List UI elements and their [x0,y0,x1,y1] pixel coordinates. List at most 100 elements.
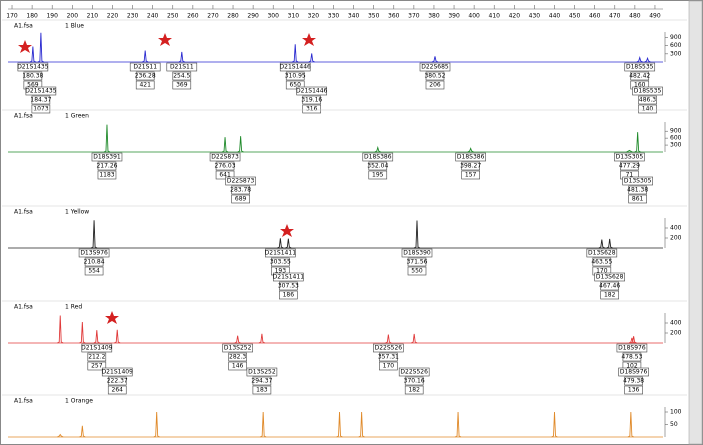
label-box [622,352,642,362]
panel-dye: 1 Blue [65,23,84,30]
label-box [271,257,290,267]
peak-label: 650 [289,82,301,89]
peak-label: 276.03 [215,163,236,170]
ruler-label: 480 [629,13,641,20]
ruler-label: 170 [6,13,18,20]
peak-label: D22S873 [227,178,255,185]
label-box [279,281,298,291]
label-box [614,152,645,162]
peak-label: 421 [139,82,151,89]
peak-label: D13S305 [616,154,644,161]
y-tick-label: 400 [670,320,682,327]
peak [410,333,418,344]
peak [29,46,37,63]
label-box [285,80,305,90]
peak-label: 550 [411,268,423,275]
label-box [25,86,57,96]
label-box [632,86,663,96]
peak [606,238,613,249]
peak-label: D21S1409 [81,345,113,352]
peak-label: D21S1411 [265,250,297,257]
peak-label: 182 [408,387,420,394]
star [280,224,294,237]
peak-label: D21S1446 [280,64,312,71]
panel-file: A1.fsa [14,209,33,216]
peak [385,334,392,344]
label-box [425,71,445,81]
ruler-label: 260 [187,13,199,20]
label-box [265,248,296,258]
peak-label: 206 [429,82,441,89]
scrollbar[interactable] [688,0,703,445]
peak-label: 282.3 [229,354,246,361]
peak [626,149,633,153]
label-box [135,80,155,90]
peak-label: 186 [283,292,295,299]
label-box [379,352,398,362]
peak [277,238,284,249]
ruler-label: 210 [87,13,99,20]
peak-label: 352.04 [367,163,388,170]
label-box [600,290,619,300]
ruler-label: 280 [227,13,239,20]
panel-dye: 1 Red [65,304,82,311]
ruler-label: 300 [267,13,279,20]
label-box [252,385,272,395]
peak-label: 481.38 [627,187,648,194]
peak-label: 554 [88,268,100,275]
peak [467,147,474,153]
peak-label: 310.95 [285,73,306,80]
peak [551,411,558,438]
peak-label: D13S628 [588,250,616,257]
peak-label: 319.16 [301,97,322,104]
ruler-label: 430 [529,13,541,20]
peak [308,53,315,63]
peak-label: 102 [626,363,638,370]
peak-label: 398.27 [460,163,481,170]
peak-label: 641 [219,172,231,179]
peak-label: D22S526 [375,345,403,352]
ruler-label: 360 [388,13,400,20]
label-box [107,385,127,395]
label-box [594,272,625,282]
label-box [273,272,304,282]
peak [598,239,606,249]
label-box [628,185,647,195]
label-box [17,62,49,72]
peak-label: D18S535 [634,88,662,95]
ruler-label: 330 [328,13,340,20]
peak-label: 217.26 [96,163,117,170]
ruler-label: 380 [428,13,440,20]
peak-label: D18S390 [403,250,431,257]
panel-dye: 1 Green [65,113,89,120]
label-box [228,361,247,371]
peak-label: D18S391 [93,154,121,161]
peak-label: D13S305 [624,178,652,185]
peak-label: 369 [176,82,188,89]
peak-label: 184.37 [30,97,51,104]
peak-label: D18S386 [457,154,485,161]
y-tick-label: 400 [670,225,682,232]
peak-label: 294.37 [251,378,272,385]
ruler-label: 350 [368,13,380,20]
peak-label: 71 [626,172,634,179]
panel-file: A1.fsa [14,23,33,30]
ruler-label: 420 [509,13,521,20]
peak-label: 210.84 [84,259,105,266]
peak-label: 283.78 [230,187,251,194]
label-box [302,95,322,105]
peak-label: D21S1446 [296,88,328,95]
label-box [624,376,643,386]
star [158,33,172,46]
peak-label: 482.42 [629,73,650,80]
peak [630,336,637,344]
label-box [228,352,247,362]
peak-label: D21S11 [170,64,194,71]
y-tick-label: 100 [670,409,682,416]
label-box [600,281,619,291]
label-box [616,343,648,353]
label-box [135,71,155,81]
ruler-label: 370 [408,13,420,20]
peak-label: D13S976 [80,250,108,257]
